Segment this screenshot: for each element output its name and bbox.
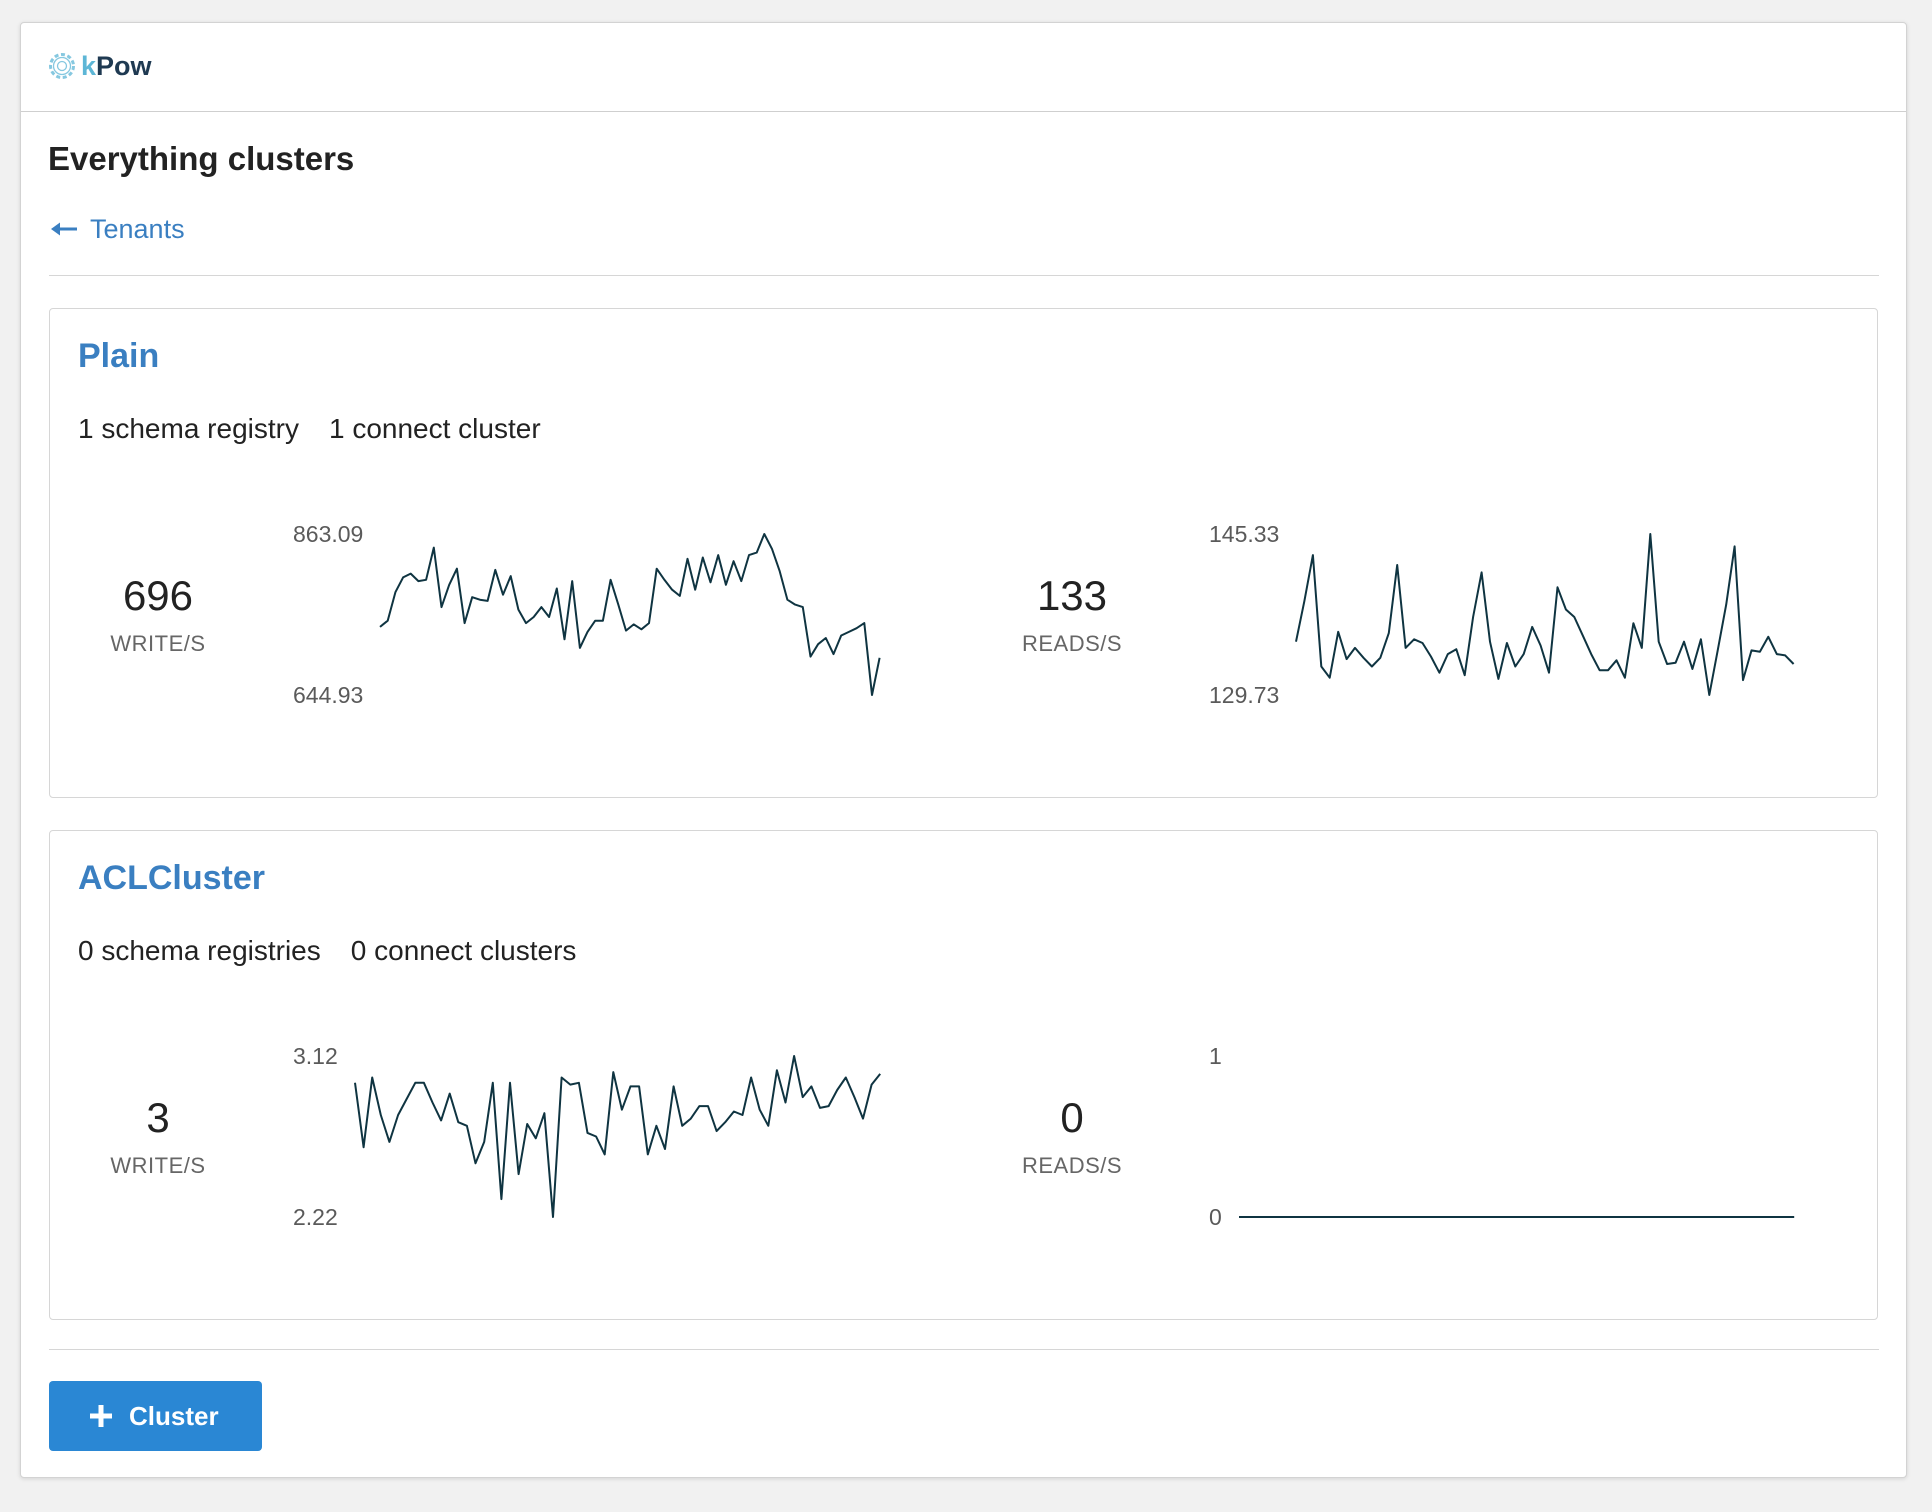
sparkline-min-label: 644.93 — [293, 682, 364, 708]
sparkline-min-label: 0 — [1209, 1204, 1222, 1230]
sparkline-chart — [379, 533, 881, 696]
kpow-gear-icon — [47, 51, 77, 81]
sparkline-line — [379, 533, 881, 696]
sparkline-min-label: 129.73 — [1209, 682, 1280, 708]
sparkline-max-label: 1 — [1209, 1043, 1222, 1069]
sparkline-axis-labels: 863.09 644.93 — [293, 520, 363, 709]
sparkline-min-label: 2.22 — [293, 1204, 338, 1230]
back-link-label: Tenants — [90, 214, 185, 244]
write-rate-sparkline: 863.09 644.93 — [293, 520, 881, 709]
cluster-card: Plain 1 schema registry 1 connect cluste… — [49, 308, 1878, 798]
write-rate-metric: 696 WRITE/S — [58, 571, 258, 658]
connect-cluster-count: 0 connect clusters — [350, 935, 577, 966]
back-to-tenants-link[interactable]: Tenants — [51, 214, 185, 244]
sparkline-line — [1295, 533, 1795, 696]
write-rate-label: WRITE/S — [110, 631, 206, 656]
plus-icon — [89, 1404, 113, 1428]
top-bar: kPow — [21, 23, 1906, 112]
app-window: kPow Everything clusters Tenants Plain 1… — [20, 22, 1907, 1478]
sparkline-max-label: 863.09 — [293, 521, 364, 547]
sparkline-chart — [353, 1055, 881, 1218]
schema-registry-count: 1 schema registry — [78, 413, 299, 444]
read-rate-value: 133 — [1036, 572, 1108, 619]
logo-wordmark: kPow — [81, 52, 152, 80]
sparkline-line — [353, 1055, 881, 1218]
cluster-name-link[interactable]: ACLCluster — [78, 859, 266, 897]
arrow-left-icon — [51, 221, 77, 237]
sparkline-chart — [1295, 533, 1795, 696]
cluster-resource-counts: 0 schema registries 0 connect clusters — [78, 934, 576, 968]
write-rate-metric: 3 WRITE/S — [58, 1093, 258, 1180]
read-rate-sparkline: 145.33 129.73 — [1209, 520, 1795, 709]
sparkline-chart — [1238, 1216, 1794, 1218]
add-cluster-button[interactable]: Cluster — [49, 1381, 262, 1451]
divider — [49, 1349, 1879, 1350]
sparkline-max-label: 145.33 — [1209, 521, 1280, 547]
page-title: Everything clusters — [48, 140, 355, 177]
sparkline-axis-labels: 1 0 — [1209, 1042, 1222, 1231]
read-rate-value: 0 — [1060, 1094, 1084, 1141]
logo-suffix: Pow — [96, 51, 152, 81]
schema-registry-count: 0 schema registries — [78, 935, 321, 966]
sparkline-axis-labels: 145.33 129.73 — [1209, 520, 1279, 709]
read-rate-metric: 133 READS/S — [972, 571, 1172, 658]
logo-prefix: k — [81, 51, 97, 81]
cluster-name-link[interactable]: Plain — [78, 337, 160, 375]
write-rate-value: 696 — [122, 572, 194, 619]
connect-cluster-count: 1 connect cluster — [328, 413, 541, 444]
read-rate-metric: 0 READS/S — [972, 1093, 1172, 1180]
sparkline-max-label: 3.12 — [293, 1043, 338, 1069]
add-cluster-label: Cluster — [129, 1401, 219, 1431]
read-rate-label: READS/S — [1021, 1153, 1123, 1178]
divider — [49, 275, 1879, 276]
write-rate-value: 3 — [146, 1094, 170, 1141]
cluster-card: ACLCluster 0 schema registries 0 connect… — [49, 830, 1878, 1320]
write-rate-label: WRITE/S — [110, 1153, 206, 1178]
sparkline-axis-labels: 3.12 2.22 — [293, 1042, 338, 1231]
read-rate-label: READS/S — [1021, 631, 1123, 656]
cluster-resource-counts: 1 schema registry 1 connect cluster — [78, 412, 541, 446]
write-rate-sparkline: 3.12 2.22 — [293, 1042, 881, 1231]
read-rate-sparkline: 1 0 — [1209, 1042, 1794, 1231]
